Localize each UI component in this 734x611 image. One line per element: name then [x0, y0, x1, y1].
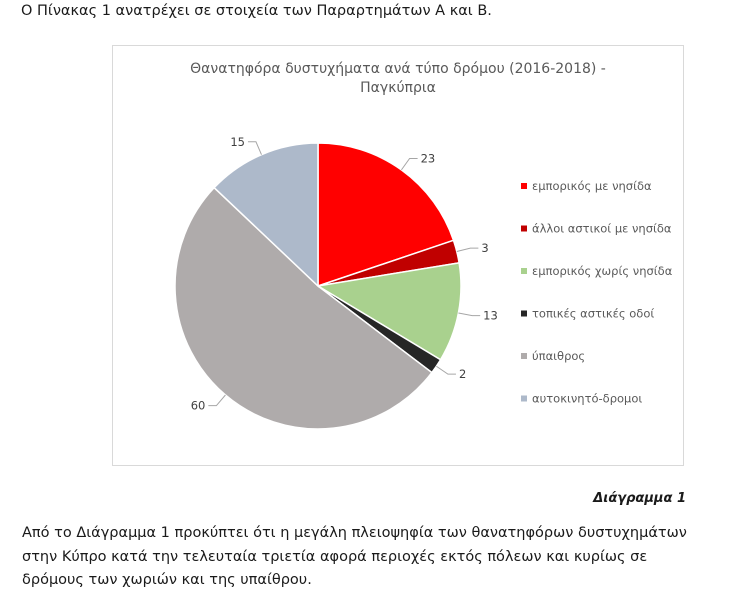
- pie-slice-6: [213, 142, 319, 288]
- figure-caption: Διάγραμμα 1: [593, 491, 686, 506]
- data-label-4: 2: [459, 367, 466, 381]
- legend-label-3: εμπορικός χωρίς νησίδα: [532, 264, 673, 278]
- data-label-6: 15: [230, 135, 245, 149]
- legend-swatch-4: [521, 310, 527, 317]
- legend-label-5: ύπαιθρος: [532, 349, 585, 363]
- chart-title-line-2: Παγκύπρια: [360, 80, 436, 96]
- pie-chart-svg: 23 3 13 2 60 15 εμπορικός με νησίδα άλλοι αστικ…: [174, 135, 673, 430]
- data-label-leader-3: [458, 312, 481, 317]
- pie-chart: Θανατηφόρα δυστυχήματα ανά τύπο δρόμου (…: [112, 45, 684, 466]
- legend-swatch-1: [521, 183, 527, 189]
- chart-title: Θανατηφόρα δυστυχήματα ανά τύπο δρόμου (…: [113, 60, 683, 98]
- legend-swatch-5: [521, 353, 527, 359]
- data-label-1: 23: [421, 151, 436, 165]
- pie-slice-5: [174, 186, 433, 430]
- data-label-2: 3: [481, 241, 488, 255]
- legend-label-2: άλλοι αστικοί με νησίδα: [532, 222, 672, 236]
- legend-label-4: τοπικές αστικές οδοί: [532, 307, 654, 321]
- data-label-leader-6: [247, 141, 262, 155]
- data-label-leader-4: [436, 365, 456, 375]
- legend-label-1: εμπορικός με νησίδα: [532, 179, 652, 193]
- data-label-leader-2: [456, 247, 479, 252]
- legend-swatch-6: [521, 395, 527, 402]
- pie-slice-3: [315, 262, 462, 361]
- data-label-leader-1: [401, 157, 418, 171]
- legend-swatch-2: [521, 225, 527, 232]
- data-label-leader-5: [208, 394, 226, 407]
- data-label-3: 13: [483, 309, 498, 323]
- intro-text: Ο Πίνακας 1 ανατρέχει σε στοιχεία των Πα…: [21, 3, 492, 19]
- data-label-5: 60: [191, 399, 206, 413]
- pie-slice-1: [317, 142, 455, 288]
- chart-title-line-1: Θανατηφόρα δυστυχήματα ανά τύπο δρόμου (…: [190, 61, 606, 77]
- legend-swatch-3: [521, 268, 527, 274]
- body-paragraph: Από το Διάγραμμα 1 προκύπτει ότι η μεγάλ…: [22, 525, 687, 588]
- legend-label-6: αυτοκινητό-δρομοι: [532, 392, 642, 406]
